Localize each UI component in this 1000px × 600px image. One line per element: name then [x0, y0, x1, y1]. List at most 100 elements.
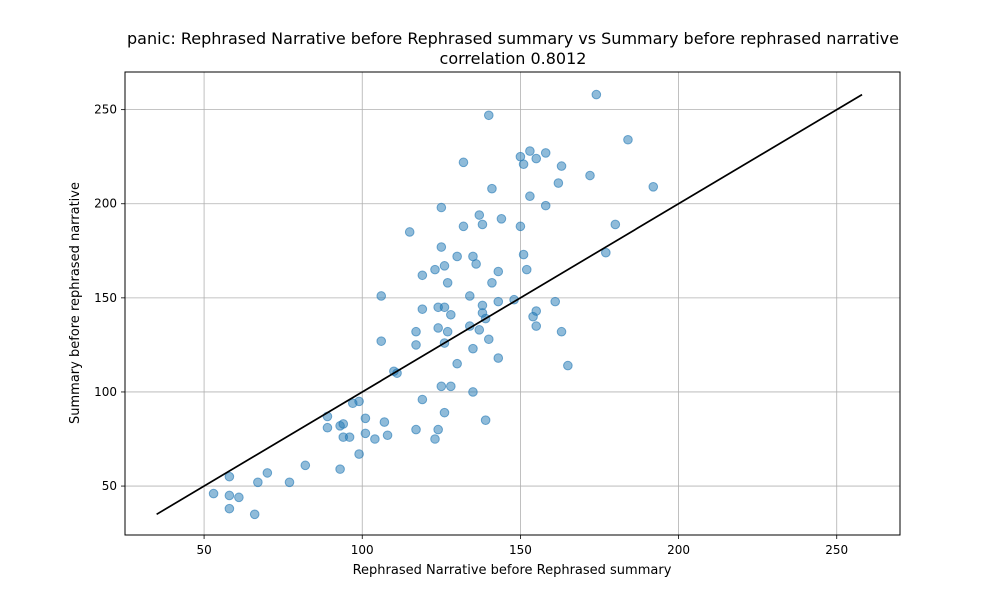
scatter-point	[601, 247, 611, 258]
y-tick-label: 50	[102, 479, 117, 493]
scatter-point	[224, 503, 235, 514]
scatter-point	[370, 434, 380, 444]
scatter-point	[471, 259, 481, 269]
x-tick-label: 150	[509, 543, 532, 557]
scatter-point	[648, 182, 659, 192]
y-tick-label: 250	[94, 103, 117, 117]
reference-line	[156, 93, 863, 516]
y-tick-label: 150	[94, 291, 117, 305]
scatter-point	[224, 471, 235, 482]
scatter-point	[411, 424, 421, 435]
scatter-point	[556, 161, 567, 171]
scatter-point	[553, 178, 564, 188]
scatter-point	[234, 492, 244, 503]
scatter-point	[442, 326, 453, 337]
scatter-point	[487, 277, 497, 288]
scatter-point	[464, 291, 475, 301]
scatter-point	[531, 321, 542, 331]
scatter-point	[474, 210, 485, 220]
scatter-point	[439, 302, 450, 313]
scatter-point	[436, 202, 447, 213]
scatter-point	[468, 343, 478, 354]
scatter-point	[439, 407, 450, 418]
scatter-point	[284, 477, 295, 488]
scatter-point	[525, 191, 535, 202]
y-tick-label: 200	[94, 197, 117, 211]
chart-title: panic: Rephrased Narrative before Rephra…	[127, 29, 899, 48]
scatter-point	[430, 264, 440, 275]
y-tick-label: 100	[94, 385, 117, 399]
scatter-point	[436, 242, 447, 252]
scatter-point	[458, 157, 469, 168]
scatter-point	[477, 219, 488, 230]
scatter-point	[417, 394, 428, 405]
scatter-point	[452, 358, 462, 369]
scatter-point	[496, 214, 507, 224]
scatter-point	[531, 306, 542, 316]
x-tick-label: 50	[196, 543, 211, 557]
scatter-point	[379, 417, 390, 427]
scatter-point	[335, 464, 345, 474]
scatter-point	[433, 323, 443, 333]
axis-ticks: 50 100 150 200 250 50 100 150 200 250	[94, 103, 848, 557]
scatter-point	[404, 227, 415, 237]
scatter-point	[376, 291, 387, 301]
x-tick-label: 200	[667, 543, 690, 557]
scatter-point	[208, 488, 219, 499]
plot-area-frame	[124, 71, 901, 536]
scatter-point	[436, 381, 447, 392]
scatter-point	[540, 148, 551, 158]
scatter-point	[550, 296, 561, 307]
scatter-point	[493, 296, 504, 307]
reference-line-group	[156, 93, 863, 516]
scatter-point	[262, 468, 273, 478]
scatter-point	[493, 353, 504, 363]
scatter-point	[442, 277, 453, 288]
scatter-point	[417, 304, 428, 314]
scatter-point	[376, 336, 387, 346]
scatter-point	[382, 430, 393, 441]
scatter-point	[446, 381, 456, 392]
scatter-point	[483, 334, 494, 345]
scatter-point	[556, 326, 567, 337]
scatter-point	[439, 261, 450, 271]
scatter-point	[518, 249, 529, 260]
scatter-point	[480, 415, 491, 425]
x-axis-label: Rephrased Narrative before Rephrased sum…	[353, 563, 672, 578]
scatter-point	[411, 340, 421, 350]
scatter-point	[249, 509, 260, 520]
y-axis-label: Summary before rephrased narrative	[68, 182, 83, 424]
scatter-point	[525, 146, 535, 156]
scatter-point	[591, 89, 602, 100]
scatter-point	[487, 183, 497, 194]
scatter-point	[452, 251, 462, 262]
chart-subtitle: correlation 0.8012	[440, 49, 587, 68]
scatter-point	[360, 428, 371, 439]
scatter-point	[253, 477, 263, 488]
scatter-point	[563, 360, 573, 371]
scatter-point	[468, 387, 478, 397]
scatter-point	[446, 309, 456, 320]
scatter-point	[411, 326, 421, 337]
scatter-point	[623, 134, 633, 145]
scatter-point	[458, 221, 469, 232]
scatter-point	[474, 325, 485, 335]
scatter-point	[515, 221, 526, 232]
x-tick-label: 250	[825, 543, 848, 557]
scatter-point	[322, 422, 333, 433]
scatter-point	[518, 159, 529, 170]
scatter-point	[338, 419, 349, 429]
scatter-point	[610, 219, 621, 230]
scatter-point	[300, 460, 311, 471]
scatter-point	[585, 170, 595, 181]
scatter-point	[531, 153, 542, 164]
scatter-point	[224, 490, 235, 501]
scatter-point	[433, 424, 443, 435]
scatter-point	[417, 270, 428, 281]
grid-lines	[125, 72, 900, 535]
x-tick-label: 100	[351, 543, 374, 557]
scatter-point	[344, 432, 355, 442]
scatter-point	[430, 434, 440, 444]
scatter-point	[521, 264, 532, 275]
scatter-point	[360, 413, 371, 424]
